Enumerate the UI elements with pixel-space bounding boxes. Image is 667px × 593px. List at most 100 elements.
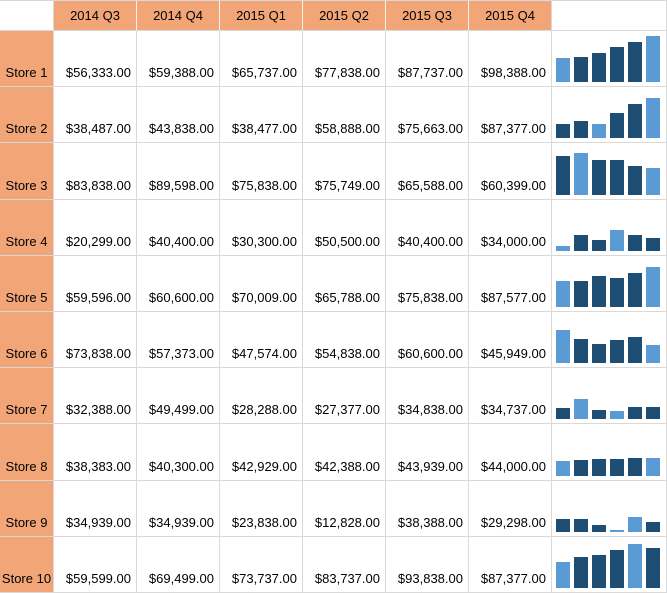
- value-cell[interactable]: $69,499.00: [137, 536, 220, 593]
- value-cell[interactable]: $32,388.00: [54, 368, 137, 425]
- column-sparkline: [556, 36, 660, 83]
- value-cell[interactable]: $43,939.00: [386, 424, 469, 481]
- value-cell[interactable]: $20,299.00: [54, 199, 137, 256]
- value-cell[interactable]: $40,400.00: [137, 199, 220, 256]
- row-label-store-6[interactable]: Store 6: [0, 311, 54, 369]
- value-cell[interactable]: $38,383.00: [54, 424, 137, 481]
- column-header-2015-q3[interactable]: 2015 Q3: [386, 1, 469, 31]
- sparkline-cell[interactable]: [552, 480, 667, 537]
- row-label-store-5[interactable]: Store 5: [0, 255, 54, 312]
- spark-bar-high: [646, 458, 660, 476]
- spark-bar: [592, 524, 606, 532]
- row-label-store-10[interactable]: Store 10: [0, 536, 54, 593]
- value-cell[interactable]: $42,388.00: [303, 424, 386, 481]
- row-label-store-4[interactable]: Store 4: [0, 199, 54, 256]
- value-cell[interactable]: $34,939.00: [54, 480, 137, 537]
- value-cell[interactable]: $56,333.00: [54, 31, 137, 88]
- value-cell[interactable]: $83,838.00: [54, 143, 137, 200]
- row-label-store-8[interactable]: Store 8: [0, 424, 54, 481]
- spark-bar-low: [646, 344, 660, 364]
- spark-bar: [610, 113, 624, 139]
- value-cell[interactable]: $60,399.00: [469, 143, 552, 200]
- value-cell[interactable]: $75,838.00: [386, 255, 469, 312]
- column-sparkline: [556, 430, 660, 476]
- spark-bar-high: [646, 36, 660, 83]
- value-cell[interactable]: $45,949.00: [469, 311, 552, 369]
- value-cell[interactable]: $29,298.00: [469, 480, 552, 537]
- value-cell[interactable]: $44,000.00: [469, 424, 552, 481]
- row-label-store-2[interactable]: Store 2: [0, 87, 54, 144]
- value-cell[interactable]: $42,929.00: [220, 424, 303, 481]
- value-cell[interactable]: $93,838.00: [386, 536, 469, 593]
- value-cell[interactable]: $65,788.00: [303, 255, 386, 312]
- value-cell[interactable]: $40,400.00: [386, 199, 469, 256]
- value-cell[interactable]: $30,300.00: [220, 199, 303, 256]
- sparkline-cell[interactable]: [552, 368, 667, 425]
- spark-bar: [592, 53, 606, 83]
- column-header-2015-q2[interactable]: 2015 Q2: [303, 1, 386, 31]
- corner-cell[interactable]: [0, 1, 54, 31]
- row-label-store-7[interactable]: Store 7: [0, 368, 54, 425]
- spark-bar: [574, 459, 588, 476]
- value-cell[interactable]: $34,000.00: [469, 199, 552, 256]
- value-cell[interactable]: $38,487.00: [54, 87, 137, 144]
- value-cell[interactable]: $60,600.00: [386, 311, 469, 369]
- column-header-2015-q4[interactable]: 2015 Q4: [469, 1, 552, 31]
- value-cell[interactable]: $50,500.00: [303, 199, 386, 256]
- value-cell[interactable]: $73,737.00: [220, 536, 303, 593]
- sparkline-cell[interactable]: [552, 143, 667, 200]
- value-cell[interactable]: $40,300.00: [137, 424, 220, 481]
- value-cell[interactable]: $54,838.00: [303, 311, 386, 369]
- sparkline-cell[interactable]: [552, 199, 667, 256]
- spark-bar: [592, 275, 606, 307]
- value-cell[interactable]: $83,737.00: [303, 536, 386, 593]
- value-cell[interactable]: $23,838.00: [220, 480, 303, 537]
- spark-bar: [592, 240, 606, 251]
- sparkline-column-header-cell[interactable]: [552, 1, 667, 31]
- value-cell[interactable]: $47,574.00: [220, 311, 303, 369]
- sparkline-cell[interactable]: [552, 255, 667, 312]
- value-cell[interactable]: $57,373.00: [137, 311, 220, 369]
- sparkline-cell[interactable]: [552, 536, 667, 593]
- value-cell[interactable]: $87,737.00: [386, 31, 469, 88]
- column-header-2014-q3[interactable]: 2014 Q3: [54, 1, 137, 31]
- row-label-store-3[interactable]: Store 3: [0, 143, 54, 200]
- value-cell[interactable]: $87,577.00: [469, 255, 552, 312]
- value-cell[interactable]: $75,749.00: [303, 143, 386, 200]
- value-cell[interactable]: $34,737.00: [469, 368, 552, 425]
- value-cell[interactable]: $58,888.00: [303, 87, 386, 144]
- value-cell[interactable]: $43,838.00: [137, 87, 220, 144]
- value-cell[interactable]: $60,600.00: [137, 255, 220, 312]
- value-cell[interactable]: $49,499.00: [137, 368, 220, 425]
- value-cell[interactable]: $87,377.00: [469, 536, 552, 593]
- value-cell[interactable]: $75,663.00: [386, 87, 469, 144]
- column-header-2014-q4[interactable]: 2014 Q4: [137, 1, 220, 31]
- value-cell[interactable]: $34,838.00: [386, 368, 469, 425]
- value-cell[interactable]: $59,388.00: [137, 31, 220, 88]
- sparkline-cell[interactable]: [552, 87, 667, 144]
- value-cell[interactable]: $27,377.00: [303, 368, 386, 425]
- spark-bar: [628, 235, 642, 251]
- value-cell[interactable]: $75,838.00: [220, 143, 303, 200]
- value-cell[interactable]: $65,588.00: [386, 143, 469, 200]
- value-cell[interactable]: $34,939.00: [137, 480, 220, 537]
- value-cell[interactable]: $98,388.00: [469, 31, 552, 88]
- sparkline-cell[interactable]: [552, 424, 667, 481]
- value-cell[interactable]: $59,599.00: [54, 536, 137, 593]
- row-label-store-1[interactable]: Store 1: [0, 31, 54, 88]
- sparkline-cell[interactable]: [552, 311, 667, 369]
- value-cell[interactable]: $38,388.00: [386, 480, 469, 537]
- value-cell[interactable]: $87,377.00: [469, 87, 552, 144]
- value-cell[interactable]: $65,737.00: [220, 31, 303, 88]
- sparkline-cell[interactable]: [552, 31, 667, 88]
- row-label-store-9[interactable]: Store 9: [0, 480, 54, 537]
- value-cell[interactable]: $77,838.00: [303, 31, 386, 88]
- value-cell[interactable]: $89,598.00: [137, 143, 220, 200]
- value-cell[interactable]: $38,477.00: [220, 87, 303, 144]
- column-header-2015-q1[interactable]: 2015 Q1: [220, 1, 303, 31]
- value-cell[interactable]: $12,828.00: [303, 480, 386, 537]
- value-cell[interactable]: $28,288.00: [220, 368, 303, 425]
- value-cell[interactable]: $59,596.00: [54, 255, 137, 312]
- value-cell[interactable]: $73,838.00: [54, 311, 137, 369]
- value-cell[interactable]: $70,009.00: [220, 255, 303, 312]
